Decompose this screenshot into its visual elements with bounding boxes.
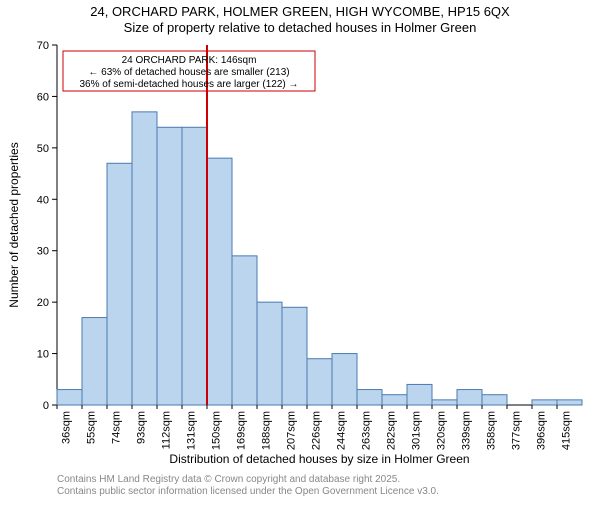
y-tick-label: 50 bbox=[37, 143, 49, 155]
footer-line-2: Contains public sector information licen… bbox=[57, 486, 439, 497]
histogram-bar bbox=[132, 112, 157, 405]
y-tick-label: 60 bbox=[37, 91, 49, 103]
histogram-bar bbox=[432, 400, 457, 405]
x-tick-label: 244sqm bbox=[336, 411, 348, 450]
x-axis-label: Distribution of detached houses by size … bbox=[169, 452, 469, 466]
histogram-bar bbox=[207, 158, 232, 405]
y-tick-label: 70 bbox=[37, 40, 49, 52]
x-tick-label: 188sqm bbox=[261, 411, 273, 450]
chart-svg: 24, ORCHARD PARK, HOLMER GREEN, HIGH WYC… bbox=[0, 0, 600, 500]
x-tick-label: 396sqm bbox=[536, 411, 548, 450]
callout-line-3: 36% of semi-detached houses are larger (… bbox=[79, 79, 298, 90]
x-tick-label: 339sqm bbox=[461, 411, 473, 450]
x-tick-label: 263sqm bbox=[361, 411, 373, 450]
x-tick-label: 358sqm bbox=[486, 411, 498, 450]
y-tick-label: 20 bbox=[37, 297, 49, 309]
x-tick-label: 131sqm bbox=[186, 411, 198, 450]
histogram-bar bbox=[107, 163, 132, 405]
x-tick-label: 36sqm bbox=[61, 411, 73, 444]
histogram-chart: 24, ORCHARD PARK, HOLMER GREEN, HIGH WYC… bbox=[0, 0, 600, 500]
footer-line-1: Contains HM Land Registry data © Crown c… bbox=[57, 474, 400, 485]
histogram-bar bbox=[182, 127, 207, 405]
callout-line-1: 24 ORCHARD PARK: 146sqm bbox=[122, 55, 257, 66]
x-tick-label: 112sqm bbox=[161, 411, 173, 449]
x-tick-label: 55sqm bbox=[86, 411, 98, 444]
x-tick-label: 282sqm bbox=[386, 411, 398, 450]
x-tick-label: 226sqm bbox=[311, 411, 323, 450]
chart-title-2: Size of property relative to detached ho… bbox=[124, 20, 477, 35]
histogram-bar bbox=[282, 307, 307, 405]
histogram-bar bbox=[532, 400, 557, 405]
y-axis-label: Number of detached properties bbox=[7, 142, 21, 307]
histogram-bar bbox=[232, 256, 257, 405]
x-tick-label: 320sqm bbox=[436, 411, 448, 450]
histogram-bar bbox=[382, 395, 407, 405]
histogram-bar bbox=[57, 390, 82, 405]
histogram-bar bbox=[257, 302, 282, 405]
histogram-bar bbox=[157, 127, 182, 405]
histogram-bar bbox=[407, 384, 432, 405]
x-tick-label: 74sqm bbox=[111, 411, 123, 444]
histogram-bar bbox=[457, 390, 482, 405]
histogram-bar bbox=[307, 359, 332, 405]
histogram-bar bbox=[82, 318, 107, 405]
x-tick-label: 93sqm bbox=[136, 411, 148, 444]
x-tick-label: 377sqm bbox=[511, 411, 523, 450]
x-tick-label: 301sqm bbox=[411, 411, 423, 450]
histogram-bar bbox=[357, 390, 382, 405]
histogram-bar bbox=[332, 354, 357, 405]
y-tick-label: 10 bbox=[37, 349, 49, 361]
y-tick-label: 40 bbox=[37, 194, 49, 206]
x-tick-label: 207sqm bbox=[286, 411, 298, 450]
chart-title-1: 24, ORCHARD PARK, HOLMER GREEN, HIGH WYC… bbox=[90, 4, 510, 19]
y-tick-label: 0 bbox=[43, 400, 49, 412]
histogram-bar bbox=[482, 395, 507, 405]
x-tick-label: 169sqm bbox=[236, 411, 248, 450]
callout-line-2: ← 63% of detached houses are smaller (21… bbox=[88, 67, 289, 78]
histogram-bar bbox=[557, 400, 582, 405]
x-tick-label: 150sqm bbox=[211, 411, 223, 450]
y-tick-label: 30 bbox=[37, 246, 49, 258]
x-tick-label: 415sqm bbox=[561, 411, 573, 450]
